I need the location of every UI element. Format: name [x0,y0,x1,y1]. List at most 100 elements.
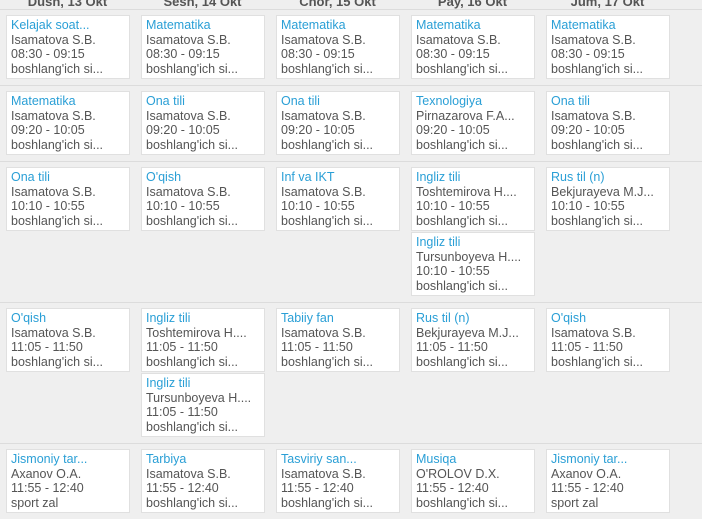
lesson-card[interactable]: Matematika Isamatova S.B. 08:30 - 09:15 bos… [411,15,535,79]
day-cell: O'qish Isamatova S.B. 11:05 - 11:50 boshlan… [0,308,135,438]
lesson-teacher: Isamatova S.B. [146,184,231,199]
lesson-subject-link[interactable]: Ona tili [146,94,185,108]
day-header: Dush, 13 Okt [27,0,108,9]
lesson-subject-link[interactable]: Kelajak soat... [11,18,90,32]
lesson-card[interactable]: Ingliz tili Tursunboyeva H.... 11:05 - 11:… [141,373,265,437]
lesson-card[interactable]: Ona tili Isamatova S.B. 09:20 - 10:05 boshl… [141,91,265,155]
lesson-subject-link[interactable]: Matematika [281,18,346,32]
lesson-teacher: Isamatova S.B. [11,32,96,47]
lesson-time: 10:10 - 10:55 [281,199,355,214]
lesson-card[interactable]: Matematika Isamatova S.B. 08:30 - 09:15 bos… [546,15,670,79]
lesson-subject-link[interactable]: O'qish [11,311,47,325]
day-cell: Matematika Isamatova S.B. 09:20 - 10:05 bos… [0,91,135,156]
lesson-card[interactable]: Jismoniy tar... Axanov O.A. 11:55 - 12:40 s… [546,449,670,513]
lesson-subject-link[interactable]: Ona tili [551,94,590,108]
day-cell: Ingliz tili Toshtemirova H.... 10:10 - 10:… [405,167,540,297]
day-cell: Texnologiya Pirnazarova F.A... 09:20 - 10:… [405,91,540,156]
lesson-card[interactable]: Rus til (n) Bekjurayeva M.J... 11:05 - 11:… [411,308,535,372]
lesson-period-row: Kelajak soat... Isamatova S.B. 08:30 - 09:… [0,9,702,85]
lesson-room: boshlang'ich si... [416,62,509,77]
lesson-subject-link[interactable]: Matematika [11,94,76,108]
lesson-card[interactable]: Tabiiy fan Isamatova S.B. 11:05 - 11:50 bos… [276,308,400,372]
lesson-card[interactable]: Kelajak soat... Isamatova S.B. 08:30 - 09:… [6,15,130,79]
lesson-room: sport zal [551,496,599,511]
lesson-teacher: Isamatova S.B. [416,32,501,47]
lesson-card[interactable]: Rus til (n) Bekjurayeva M.J... 10:10 - 10:… [546,167,670,231]
lesson-subject-link[interactable]: Inf va IKT [281,170,335,184]
lesson-room: boshlang'ich si... [146,355,239,370]
lesson-time: 11:05 - 11:50 [11,340,83,355]
lesson-card[interactable]: Musiqa O'ROLOV D.X. 11:55 - 12:40 boshlang'… [411,449,535,513]
lesson-teacher: Axanov O.A. [551,466,622,481]
lesson-subject-link[interactable]: Ona tili [281,94,320,108]
lesson-card[interactable]: Ona tili Isamatova S.B. 10:10 - 10:55 boshl… [6,167,130,231]
lesson-card[interactable]: Matematika Isamatova S.B. 09:20 - 10:05 bos… [6,91,130,155]
lesson-room: boshlang'ich si... [551,214,644,229]
lesson-room: boshlang'ich si... [146,214,239,229]
lesson-time: 08:30 - 09:15 [11,47,85,62]
lesson-teacher: Isamatova S.B. [551,108,636,123]
lesson-subject-link[interactable]: Texnologiya [416,94,483,108]
lesson-subject-link[interactable]: Ingliz tili [146,376,191,390]
lesson-room: boshlang'ich si... [416,279,509,294]
lesson-card[interactable]: Ingliz tili Toshtemirova H.... 10:10 - 10:… [411,167,535,231]
lesson-time: 09:20 - 10:05 [146,123,220,138]
lesson-room: boshlang'ich si... [281,62,374,77]
lesson-time: 10:10 - 10:55 [146,199,220,214]
lesson-card[interactable]: Matematika Isamatova S.B. 08:30 - 09:15 bos… [141,15,265,79]
lesson-card[interactable]: Ona tili Isamatova S.B. 09:20 - 10:05 boshl… [276,91,400,155]
lesson-card[interactable]: Tasviriy san... Isamatova S.B. 11:55 - 12:… [276,449,400,513]
lesson-card[interactable]: Ingliz tili Tursunboyeva H.... 10:10 - 10:… [411,232,535,296]
lesson-subject-link[interactable]: Ona tili [11,170,50,184]
lesson-card[interactable]: Ingliz tili Toshtemirova H.... 11:05 - 11:… [141,308,265,372]
lesson-subject-link[interactable]: Matematika [416,18,481,32]
lesson-subject-link[interactable]: Jismoniy tar... [551,452,628,466]
lesson-subject-link[interactable]: O'qish [146,170,182,184]
lesson-subject-link[interactable]: Matematika [146,18,211,32]
lesson-card[interactable]: O'qish Isamatova S.B. 11:05 - 11:50 boshlan… [546,308,670,372]
lesson-teacher: Isamatova S.B. [281,325,366,340]
day-cell: Tarbiya Isamatova S.B. 11:55 - 12:40 boshla… [135,449,270,514]
lesson-room: boshlang'ich si... [416,355,509,370]
lesson-card[interactable]: Tarbiya Isamatova S.B. 11:55 - 12:40 boshla… [141,449,265,513]
lesson-room: boshlang'ich si... [551,62,644,77]
lesson-subject-link[interactable]: Rus til (n) [416,311,470,325]
day-cell: Tabiiy fan Isamatova S.B. 11:05 - 11:50 bos… [270,308,405,438]
day-header: Jum, 17 Okt [570,0,645,9]
lesson-room: boshlang'ich si... [416,496,509,511]
lesson-subject-link[interactable]: Matematika [551,18,616,32]
lesson-period-row: Matematika Isamatova S.B. 09:20 - 10:05 bos… [0,85,702,161]
lesson-time: 11:55 - 12:40 [281,481,354,496]
lesson-teacher: Toshtemirova H.... [146,325,247,340]
lesson-room: boshlang'ich si... [11,214,104,229]
lesson-card[interactable]: Matematika Isamatova S.B. 08:30 - 09:15 bos… [276,15,400,79]
lesson-time: 08:30 - 09:15 [146,47,220,62]
lesson-card[interactable]: Inf va IKT Isamatova S.B. 10:10 - 10:55 bos… [276,167,400,231]
lesson-card[interactable]: O'qish Isamatova S.B. 10:10 - 10:55 boshlan… [141,167,265,231]
lesson-subject-link[interactable]: Ingliz tili [416,235,461,249]
lesson-subject-link[interactable]: Tasviriy san... [281,452,357,466]
lesson-subject-link[interactable]: Rus til (n) [551,170,605,184]
lesson-subject-link[interactable]: Ingliz tili [416,170,461,184]
lesson-card[interactable]: Ona tili Isamatova S.B. 09:20 - 10:05 boshl… [546,91,670,155]
day-cell: Matematika Isamatova S.B. 08:30 - 09:15 bos… [135,15,270,80]
lesson-subject-link[interactable]: Tarbiya [146,452,187,466]
lesson-subject-link[interactable]: O'qish [551,311,587,325]
lesson-period-row: Ona tili Isamatova S.B. 10:10 - 10:55 boshl… [0,161,702,302]
lesson-card[interactable]: Jismoniy tar... Axanov O.A. 11:55 - 12:40 s… [6,449,130,513]
lesson-teacher: Pirnazarova F.A... [416,108,515,123]
lesson-subject-link[interactable]: Tabiiy fan [281,311,334,325]
lesson-teacher: Isamatova S.B. [146,466,231,481]
day-cell: Matematika Isamatova S.B. 08:30 - 09:15 bos… [270,15,405,80]
lesson-time: 11:55 - 12:40 [416,481,489,496]
lesson-subject-link[interactable]: Musiqa [416,452,457,466]
lesson-subject-link[interactable]: Jismoniy tar... [11,452,88,466]
lesson-card[interactable]: O'qish Isamatova S.B. 11:05 - 11:50 boshlan… [6,308,130,372]
lesson-subject-link[interactable]: Ingliz tili [146,311,191,325]
lesson-time: 09:20 - 10:05 [281,123,355,138]
lesson-card[interactable]: Texnologiya Pirnazarova F.A... 09:20 - 10:… [411,91,535,155]
lesson-period-row: Jismoniy tar... Axanov O.A. 11:55 - 12:40 s… [0,443,702,519]
lesson-time: 10:10 - 10:55 [416,264,490,279]
lesson-room: boshlang'ich si... [146,138,239,153]
